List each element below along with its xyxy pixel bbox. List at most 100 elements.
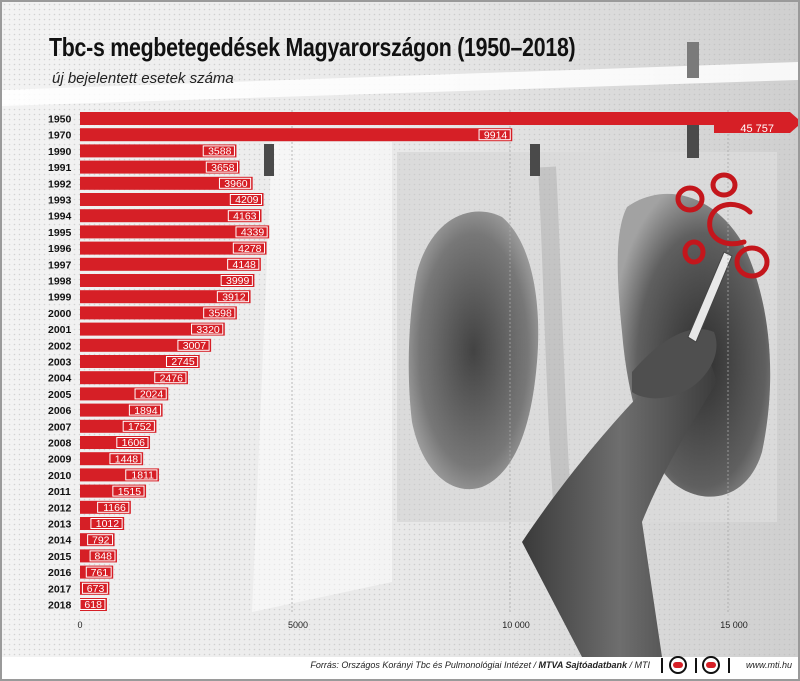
data-label-box — [191, 323, 224, 335]
data-label: 1752 — [128, 421, 152, 433]
data-label-box — [154, 372, 187, 384]
data-label-box — [109, 453, 142, 465]
data-label-box — [112, 485, 145, 497]
y-tick-label: 2015 — [48, 551, 72, 563]
data-label: 673 — [87, 583, 105, 595]
y-tick-label: 2006 — [48, 405, 72, 417]
x-tick-label: 5000 — [288, 620, 308, 630]
bar — [80, 436, 151, 449]
bar — [80, 387, 169, 401]
data-label-box — [89, 550, 116, 562]
y-tick-label: 1997 — [48, 259, 72, 271]
y-tick-label: 2018 — [48, 600, 72, 612]
data-label: 1606 — [122, 437, 146, 449]
bar — [80, 419, 157, 433]
data-label: 1448 — [115, 453, 139, 465]
bar — [80, 452, 144, 466]
separator — [695, 658, 697, 673]
y-tick-label: 2010 — [48, 470, 72, 482]
y-tick-label: 1970 — [48, 130, 72, 142]
source-agency: MTVA Sajtóadatbank — [538, 660, 627, 670]
data-label-box — [232, 242, 266, 254]
y-tick-label: 2002 — [48, 340, 72, 352]
data-label: 4278 — [238, 243, 262, 255]
y-tick-label: 2016 — [48, 567, 72, 579]
data-label-box — [220, 275, 253, 286]
y-tick-label: 1998 — [48, 276, 72, 288]
x-tick-label: 0 — [77, 620, 82, 630]
y-tick-label: 1992 — [48, 178, 72, 190]
data-label: 761 — [91, 567, 109, 579]
bar — [80, 533, 115, 547]
data-label-box — [478, 129, 511, 141]
bar — [80, 371, 188, 385]
y-tick-label: 1995 — [48, 227, 72, 239]
y-tick-label: 2013 — [48, 519, 72, 531]
y-tick-label: 2005 — [48, 389, 72, 401]
bar — [80, 598, 107, 611]
bar — [80, 500, 131, 514]
y-tick-label: 1990 — [48, 146, 72, 158]
data-label-box — [202, 145, 235, 157]
website-link[interactable]: www.mti.hu — [745, 660, 792, 670]
bar — [80, 322, 225, 336]
y-tick-label: 2008 — [48, 438, 72, 450]
bar — [80, 241, 267, 255]
bar — [80, 257, 261, 271]
bar — [80, 468, 159, 482]
data-label-box — [90, 518, 123, 529]
data-label-box — [165, 356, 199, 367]
data-label-box — [97, 501, 130, 513]
data-label-box — [177, 339, 210, 351]
bar — [80, 581, 110, 595]
bar — [80, 209, 262, 223]
y-tick-label: 2011 — [48, 486, 71, 498]
bar — [80, 274, 255, 287]
data-label-box — [227, 258, 260, 270]
data-label: 4209 — [235, 194, 259, 206]
bar — [80, 549, 117, 563]
data-label-box — [134, 388, 167, 400]
data-label-box — [87, 534, 114, 546]
y-tick-label: 2009 — [48, 454, 72, 466]
data-label: 9914 — [484, 129, 508, 141]
bar — [80, 355, 200, 368]
bar — [80, 128, 513, 142]
chart-title: Tbc-s megbetegedések Magyarországon (195… — [49, 32, 576, 62]
data-label-box — [81, 582, 108, 594]
source-prefix: Forrás: Országos Korányi Tbc és Pulmonol… — [310, 660, 539, 670]
bar — [80, 290, 251, 304]
bar — [80, 160, 240, 174]
y-tick-label: 1994 — [48, 211, 72, 223]
data-label: 1894 — [134, 405, 158, 417]
bar — [80, 144, 237, 158]
data-label: 1166 — [103, 502, 126, 514]
data-label: 4163 — [233, 210, 257, 222]
data-label: 3320 — [196, 324, 220, 336]
data-label: 848 — [94, 551, 112, 563]
data-label-box — [122, 420, 155, 432]
data-label-box — [205, 161, 238, 173]
data-label-box — [128, 404, 162, 416]
bar — [80, 565, 114, 579]
source-suffix: / MTI — [627, 660, 651, 670]
mtva-logo-icon — [702, 656, 720, 674]
y-tick-label: 1999 — [48, 292, 72, 304]
y-tick-label: 2003 — [48, 357, 72, 369]
data-label: 3999 — [226, 275, 250, 287]
data-label: 2024 — [140, 389, 164, 401]
data-label-box — [125, 469, 158, 481]
y-tick-label: 1950 — [48, 114, 72, 126]
data-label: 1515 — [118, 486, 142, 498]
data-label: 3658 — [211, 162, 235, 174]
footer: Forrás: Országos Korányi Tbc és Pulmonol… — [2, 652, 798, 679]
data-label: 3912 — [222, 291, 246, 303]
data-label: 4339 — [241, 227, 265, 239]
data-label: 2476 — [160, 372, 184, 384]
data-label: 3588 — [208, 146, 232, 158]
bar — [80, 306, 237, 320]
y-tick-label: 1993 — [48, 195, 72, 207]
data-label: 1012 — [96, 518, 120, 530]
data-label: 2745 — [171, 356, 195, 368]
